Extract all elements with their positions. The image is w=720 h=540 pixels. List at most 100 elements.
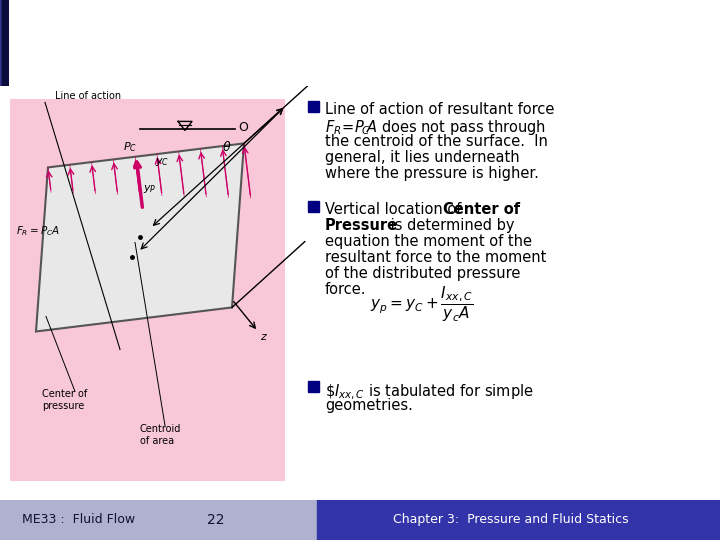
Bar	[2, 0, 6, 86]
Bar	[4, 0, 7, 86]
Bar	[1, 0, 4, 86]
Bar	[1, 0, 4, 86]
Bar	[0, 0, 4, 86]
Bar	[1, 0, 5, 86]
Bar	[4, 0, 7, 86]
Bar	[1, 0, 5, 86]
Bar	[2, 0, 6, 86]
Bar	[2, 0, 6, 86]
Bar	[0, 500, 317, 540]
Bar	[4, 0, 7, 86]
Bar	[0, 0, 4, 86]
Bar	[3, 0, 6, 86]
Bar	[1, 0, 5, 86]
Bar	[2, 0, 6, 86]
Bar	[3, 0, 6, 86]
Bar	[1, 0, 4, 86]
Bar	[0, 0, 4, 86]
Bar	[3, 0, 6, 86]
Bar	[10, 99, 285, 482]
Bar	[1, 0, 4, 86]
Bar	[2, 0, 6, 86]
Bar	[2, 0, 6, 86]
Bar	[3, 0, 6, 86]
Bar	[1, 0, 5, 86]
Bar	[1, 0, 4, 86]
Bar	[2, 0, 6, 86]
Text: of the distributed pressure: of the distributed pressure	[325, 266, 521, 281]
Bar	[1, 0, 4, 86]
Text: Center of Pressure: Center of Pressure	[13, 32, 307, 60]
Bar	[2, 0, 6, 86]
Bar	[2, 0, 6, 86]
Bar	[4, 0, 7, 86]
Bar	[0, 0, 4, 86]
Bar	[1, 0, 4, 86]
Bar	[3, 0, 6, 86]
Bar	[1, 0, 4, 86]
Bar	[1, 0, 5, 86]
Bar	[2, 0, 6, 86]
Bar	[0, 0, 4, 86]
Bar	[0, 0, 4, 86]
Bar	[0, 0, 4, 86]
Bar	[1, 0, 5, 86]
Bar	[2, 0, 6, 86]
Bar	[2, 0, 6, 86]
Bar	[4, 0, 7, 86]
Bar	[3, 0, 6, 86]
Bar	[3, 0, 6, 86]
Bar	[1, 0, 5, 86]
Bar	[1, 0, 4, 86]
Bar	[1, 0, 4, 86]
Bar	[3, 0, 6, 86]
Bar	[2, 0, 6, 86]
Bar	[1, 0, 4, 86]
Bar	[1, 0, 5, 86]
Bar	[4, 0, 7, 86]
Bar	[2, 0, 6, 86]
Bar	[4, 0, 7, 86]
Bar	[1, 0, 5, 86]
Bar	[2, 0, 6, 86]
Bar	[1, 0, 4, 86]
Bar	[1, 0, 4, 86]
Bar	[1, 0, 5, 86]
Text: $\$I_{xx,C}$ is tabulated for simple: $\$I_{xx,C}$ is tabulated for simple	[325, 382, 534, 402]
Bar	[1, 0, 5, 86]
Bar	[1, 0, 4, 86]
Bar	[3, 0, 6, 86]
Bar	[4, 0, 7, 86]
Bar	[3, 0, 6, 86]
Text: Pressure: Pressure	[325, 219, 398, 233]
Text: Chapter 3:  Pressure and Fluid Statics: Chapter 3: Pressure and Fluid Statics	[393, 513, 629, 526]
Bar	[3, 0, 6, 86]
Bar	[3, 0, 6, 86]
Text: equation the moment of the: equation the moment of the	[325, 234, 532, 249]
Bar	[2, 0, 6, 86]
Bar	[3, 0, 6, 86]
Bar	[1, 0, 4, 86]
Bar	[1, 0, 5, 86]
Bar	[2, 0, 6, 86]
Text: $y_P$: $y_P$	[143, 183, 157, 195]
Bar	[2, 0, 6, 86]
Bar	[0, 0, 4, 86]
Bar	[3, 0, 6, 86]
Bar	[2, 0, 6, 86]
Bar	[3, 0, 6, 86]
Bar	[2, 0, 6, 86]
Bar	[0, 0, 4, 86]
Bar	[1, 0, 4, 86]
Bar	[3, 0, 6, 86]
Bar	[2, 0, 6, 86]
Bar	[4, 0, 7, 86]
Bar	[1, 0, 5, 86]
Bar	[0, 0, 4, 86]
Bar	[1, 0, 4, 86]
Bar	[3, 0, 6, 86]
Bar	[0, 0, 4, 86]
Bar	[1, 0, 5, 86]
Bar	[4, 0, 7, 86]
Bar	[0, 0, 4, 86]
